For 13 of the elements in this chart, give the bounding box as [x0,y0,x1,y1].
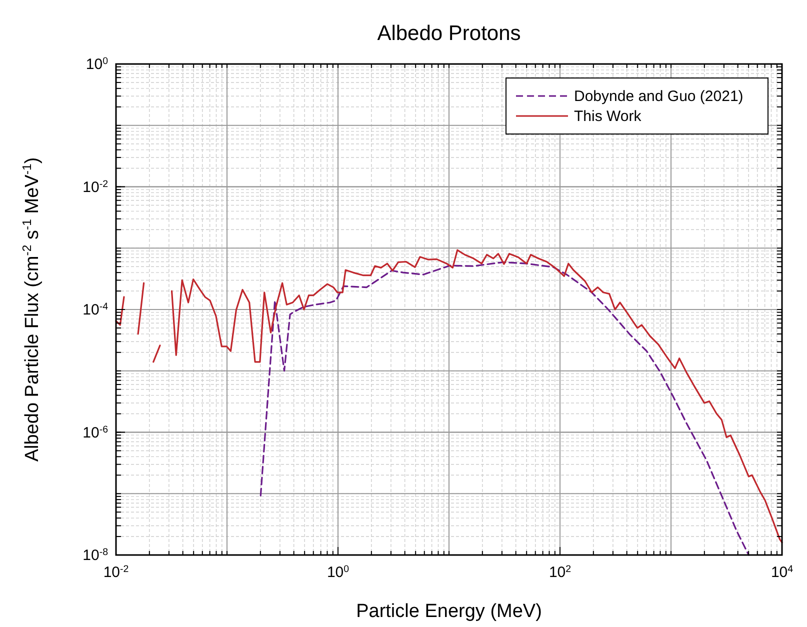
x-tick-label: 10$^{4}$ [770,564,794,581]
y-tick-label: 10$^{-6}$ [82,424,108,442]
legend-label: Dobynde and Guo (2021) [574,88,744,105]
x-tick-label: 10$^{0}$ [326,564,350,581]
y-tick-label: 10$^{-4}$ [82,301,109,318]
x-axis-title: Particle Energy (MeV) [356,601,542,622]
y-tick-label: 10$^{0}$ [86,56,109,73]
x-tick-label: 10$^{-2}$ [103,564,129,581]
y-tick-label: 10$^{-8}$ [82,546,108,564]
x-tick-label: 10$^{2}$ [548,564,572,581]
y-tick-label: 10$^{-2}$ [82,178,108,196]
chart-title: Albedo Protons [377,22,521,45]
legend-label: This Work [574,108,642,125]
